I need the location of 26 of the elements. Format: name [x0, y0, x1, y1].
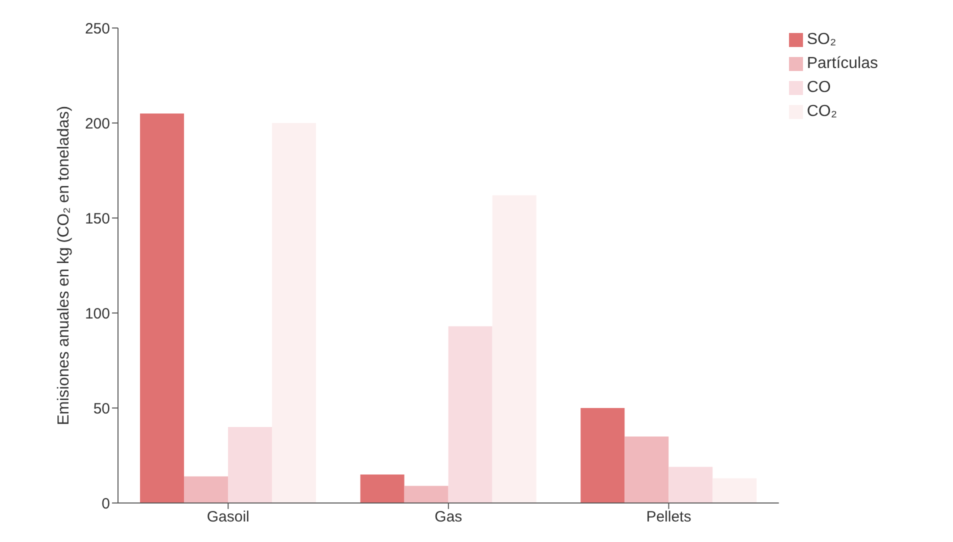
bar [448, 326, 492, 503]
legend-label: CO [806, 79, 831, 96]
legend-label: Partículas [806, 55, 878, 72]
bar [712, 478, 757, 503]
bar [492, 195, 536, 503]
y-axis-title: Emisiones anuales en kg (CO₂ en toneladas) [56, 106, 73, 426]
x-tick-label: Gas [434, 508, 462, 526]
bar [228, 427, 272, 503]
legend-label: CO₂ [806, 103, 838, 120]
bar [668, 466, 713, 503]
bar [272, 123, 316, 503]
legend-label: SO₂ [806, 31, 836, 48]
bar [140, 114, 184, 503]
y-tick-label: 150 [84, 210, 110, 228]
x-tick-label: Gasoil [206, 508, 250, 526]
y-tick-label: 200 [84, 115, 110, 132]
y-tick-label: 50 [93, 400, 110, 418]
y-tick-label: 250 [84, 20, 110, 38]
bar [624, 436, 669, 503]
bar [404, 486, 448, 503]
bar [184, 476, 228, 503]
bar [360, 474, 404, 503]
bar [580, 408, 625, 503]
y-tick-label: 0 [102, 495, 110, 512]
x-tick-label: Pellets [646, 508, 692, 526]
y-tick-label: 100 [84, 305, 110, 322]
